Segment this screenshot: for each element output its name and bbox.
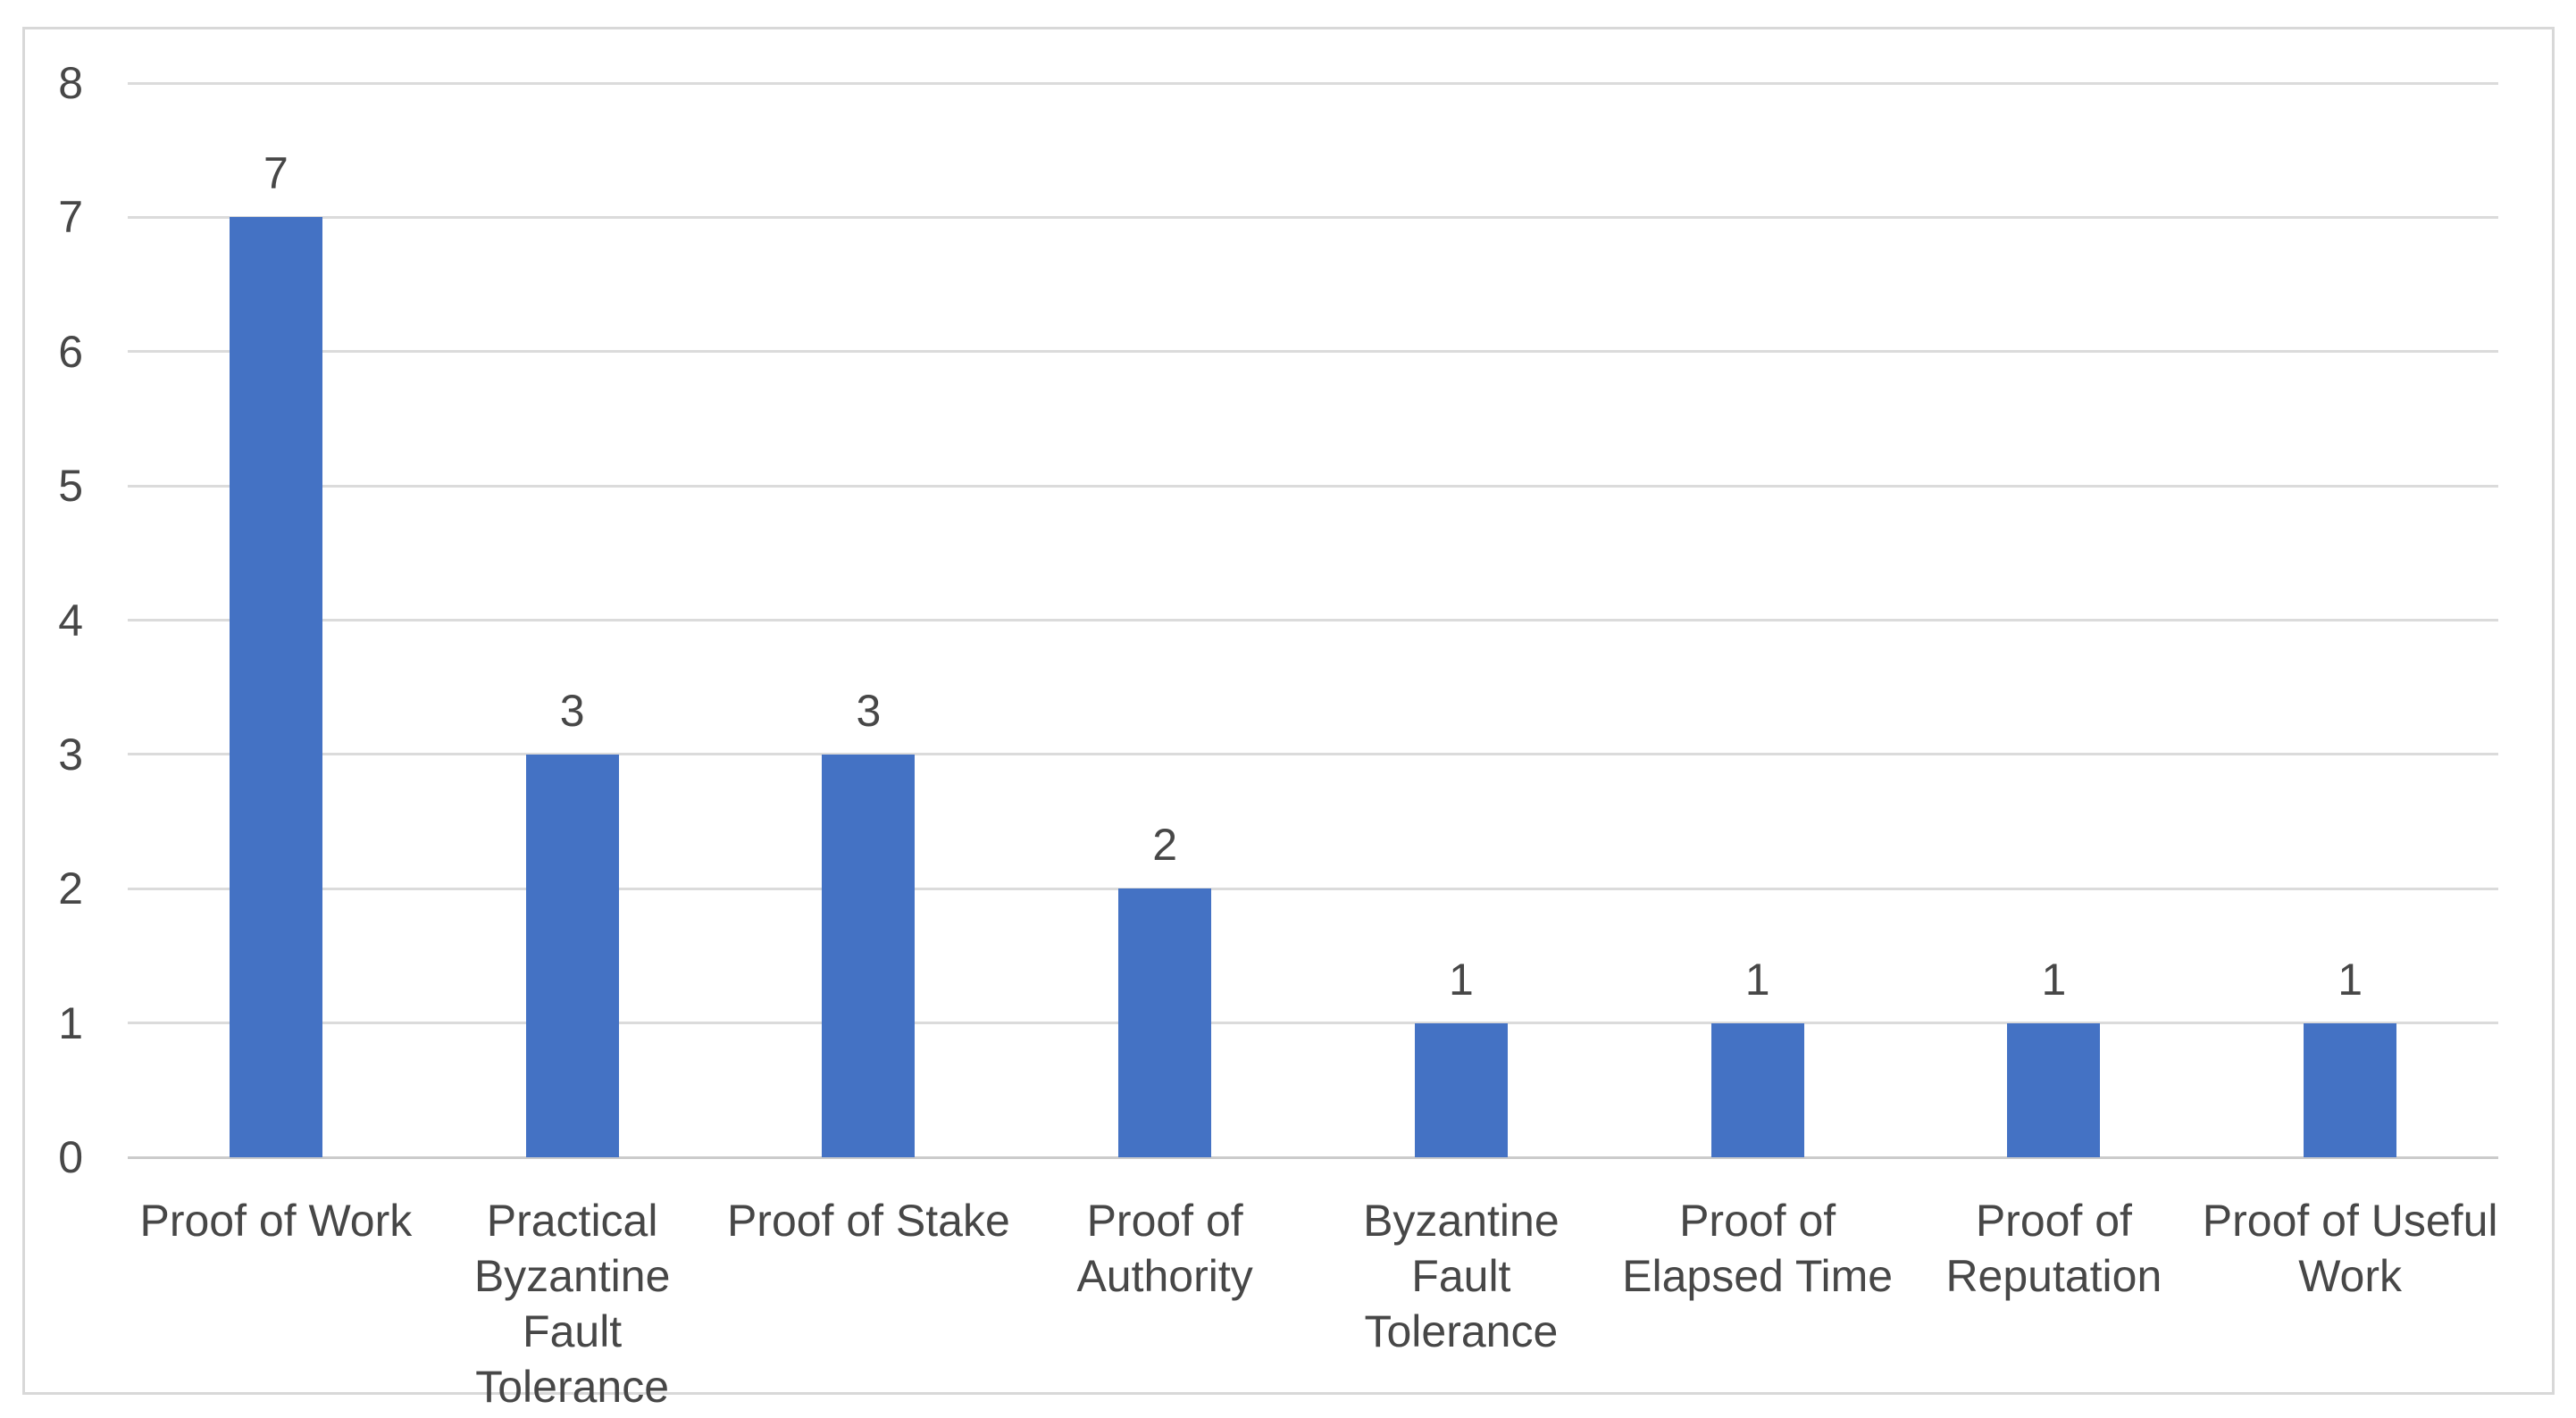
gridline (128, 1022, 2498, 1025)
x-tick-label-line: Work (2298, 1251, 2402, 1301)
gridline (128, 887, 2498, 890)
y-axis: 0 1 2 3 4 5 6 7 8 (0, 0, 83, 1418)
x-tick-label: Proof of Elapsed Time (1610, 1193, 1906, 1304)
x-tick-label-line: Authority (1076, 1251, 1253, 1301)
bar-value-label: 2 (1152, 820, 1178, 871)
bar-value-label: 1 (2041, 954, 2067, 1005)
y-tick-label: 3 (58, 729, 83, 780)
bar-slot: 1 (1610, 83, 1906, 1157)
y-tick-label: 4 (58, 595, 83, 646)
bar (525, 754, 619, 1157)
x-tick-label-line: Proof of (1086, 1196, 1243, 1246)
bar-slot: 2 (1016, 83, 1313, 1157)
chart-frame (22, 27, 2555, 1395)
y-tick-label: 8 (58, 58, 83, 108)
gridline (128, 484, 2498, 488)
gridline (128, 350, 2498, 354)
y-tick-label: 7 (58, 192, 83, 243)
x-tick-label-line: Elapsed Time (1622, 1251, 1894, 1301)
bar (1414, 1022, 1508, 1157)
x-tick-label-line: Tolerance (475, 1362, 670, 1412)
x-tick-label-line: Proof of (1975, 1196, 2132, 1246)
y-tick-label: 6 (58, 326, 83, 377)
x-axis-line (128, 1155, 2498, 1159)
x-tick-label-line: Reputation (1945, 1251, 2162, 1301)
x-tick-label: Proof of Useful Work (2202, 1193, 2498, 1304)
bar-value-label: 1 (1744, 954, 1770, 1005)
bar (2007, 1022, 2101, 1157)
x-axis: Proof of Work Practical Byzantine Fault Tol… (128, 1193, 2498, 1412)
x-tick-label: Proof of Work (128, 1193, 424, 1248)
x-tick-label: Proof of Authority (1016, 1193, 1313, 1304)
x-tick-label: Practical Byzantine Fault Tolerance (424, 1193, 721, 1414)
x-tick-label-line: Byzantine Fault (1363, 1196, 1560, 1301)
y-tick-label: 2 (58, 863, 83, 914)
x-tick-label: Proof of Reputation (1906, 1193, 2203, 1304)
bar-slot: 7 (128, 83, 424, 1157)
y-tick-label: 1 (58, 997, 83, 1048)
bar-value-label: 3 (559, 685, 585, 736)
bar-value-label: 3 (856, 685, 882, 736)
x-tick-label-line: Proof of (1679, 1196, 1836, 1246)
x-tick-label-line: Tolerance (1364, 1306, 1559, 1356)
bar-value-label: 1 (1448, 954, 1474, 1005)
x-tick-label-line: Proof of Stake (726, 1196, 1010, 1246)
y-tick-label: 0 (58, 1132, 83, 1182)
bar-slot: 1 (1906, 83, 2203, 1157)
bar-slot: 3 (721, 83, 1017, 1157)
plot-area: 7 3 3 2 1 1 1 1 (128, 81, 2498, 1159)
x-tick-label: Proof of Stake (721, 1193, 1017, 1248)
bar-value-label: 1 (2338, 954, 2363, 1005)
x-tick-label-line: Proof of Useful (2202, 1196, 2498, 1246)
gridline (128, 215, 2498, 219)
bar (1118, 888, 1212, 1157)
gridline (128, 81, 2498, 85)
y-tick-label: 5 (58, 461, 83, 512)
bar (229, 217, 322, 1157)
bar (2304, 1022, 2397, 1157)
x-tick-label-line: Practical (486, 1196, 658, 1246)
bar (822, 754, 916, 1157)
x-tick-label-line: Byzantine Fault (473, 1251, 671, 1356)
x-tick-label: Byzantine Fault Tolerance (1313, 1193, 1610, 1359)
x-tick-label-line: Proof of Work (139, 1196, 413, 1246)
gridline (128, 619, 2498, 621)
bar-value-label: 7 (263, 148, 289, 199)
bar (1710, 1022, 1804, 1157)
bar-slot: 1 (1313, 83, 1610, 1157)
bar-slot: 3 (424, 83, 721, 1157)
gridline (128, 753, 2498, 756)
bar-slot: 1 (2202, 83, 2498, 1157)
